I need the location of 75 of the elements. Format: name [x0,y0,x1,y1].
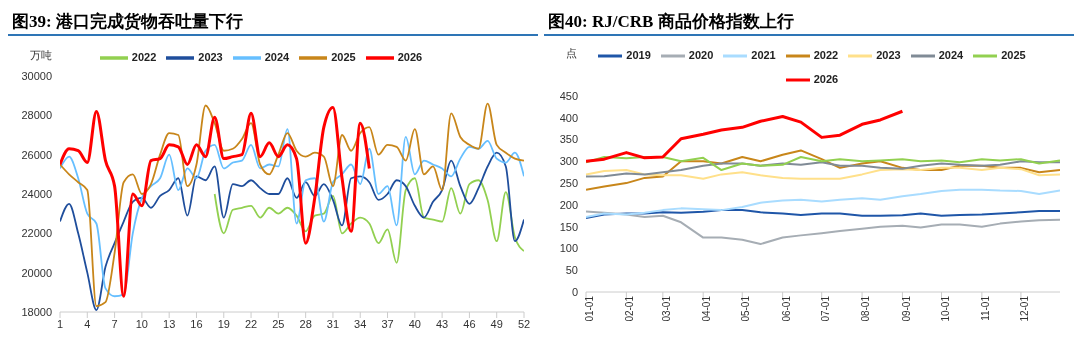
y-tick-label: 18000 [21,305,52,318]
line-series [213,177,524,264]
x-tick-label: 37 [381,317,394,330]
x-tick-label: 52 [517,317,531,330]
x-tick-label: 07-01 [819,295,831,322]
x-tick-label: 7 [111,317,118,330]
line-series [586,109,904,163]
legend-label: 2023 [198,50,223,63]
x-tick-label: 10 [135,317,149,330]
y-tick-label: 200 [559,198,578,211]
y-tick-label: 450 [559,89,578,102]
legend-label: 2026 [397,50,423,63]
legend-label: 2024 [938,48,964,61]
x-tick-label: 11-01 [979,295,991,321]
x-tick-label: 28 [299,317,312,330]
legend-label: 2024 [264,50,290,63]
x-tick-label: 10-01 [939,295,951,322]
legend-label: 2025 [1001,48,1026,61]
line-series [586,166,1060,180]
legend-label: 2021 [751,48,776,61]
legend-label: 2022 [813,48,839,61]
line-series [60,102,524,307]
x-tick-label: 43 [435,317,449,330]
x-tick-label: 02-01 [624,295,636,322]
y-tick-label: 250 [559,177,578,190]
y-tick-label: 24000 [21,187,52,200]
x-tick-label: 40 [408,317,421,330]
y-tick-label: 26000 [21,148,52,161]
x-tick-label: 08-01 [860,295,872,322]
y-tick-label: 30000 [21,69,52,82]
legend-label: 2026 [813,72,839,85]
line-series [586,160,1060,178]
chart-title: 图40: RJ/CRB 商品价格指数上行 [544,8,1074,36]
y-tick-label: 350 [559,133,578,146]
y-tick-label: 300 [559,155,578,168]
x-tick-label: 1 [56,317,64,330]
legend-label: 2025 [331,50,356,63]
line-series [60,128,524,298]
x-tick-label: 12-01 [1019,295,1031,322]
y-axis-title: 点 [566,46,577,61]
line-series [586,149,1060,191]
legend-label: 2020 [688,48,714,61]
y-axis-title: 万吨 [30,48,52,63]
line-series [586,188,1060,219]
x-tick-label: 34 [354,317,367,330]
y-tick-label: 400 [559,111,578,124]
x-tick-label: 22 [244,317,258,330]
x-tick-label: 31 [326,317,340,330]
x-tick-label: 03-01 [660,295,672,322]
x-tick-label: 16 [190,317,203,330]
y-tick-label: 28000 [21,109,52,122]
legend-label: 2023 [876,48,901,61]
legend-label: 2019 [626,48,651,61]
y-tick-label: 0 [571,285,578,298]
line-series [60,105,371,298]
y-tick-label: 20000 [21,266,52,279]
y-tick-label: 100 [559,242,578,255]
x-tick-label: 19 [217,317,230,330]
x-tick-label: 01-01 [584,295,596,322]
y-tick-label: 50 [565,264,578,277]
y-tick-label: 150 [559,220,578,233]
chart-title: 图39: 港口完成货物吞吐量下行 [8,8,538,36]
x-tick-label: 04-01 [701,295,713,322]
legend-label: 2022 [131,50,157,63]
x-tick-label: 49 [490,317,503,330]
x-tick-label: 05-01 [740,295,752,322]
line-series [586,209,1060,219]
line-series [586,210,1060,246]
x-tick-label: 06-01 [780,295,792,322]
x-tick-label: 25 [272,317,285,330]
x-tick-label: 09-01 [900,295,912,322]
y-tick-label: 22000 [21,227,52,240]
x-tick-label: 46 [463,317,476,330]
x-tick-label: 4 [84,317,91,330]
x-tick-label: 13 [163,317,176,330]
